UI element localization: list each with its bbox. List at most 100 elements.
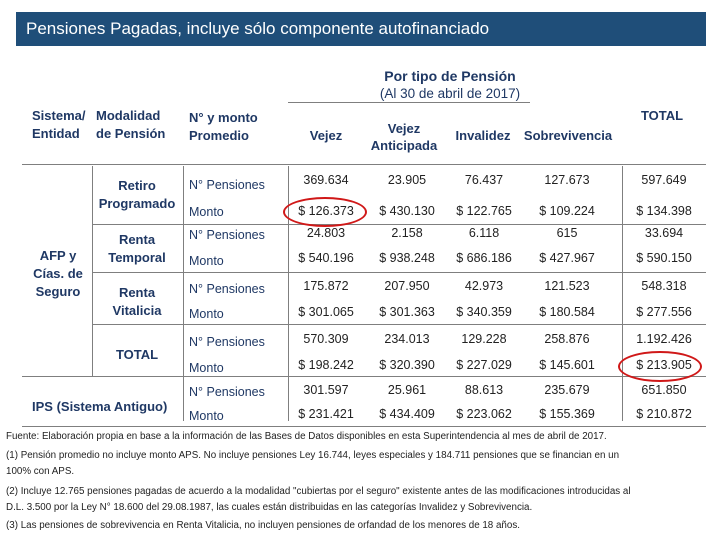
row-label-monto: Monto — [189, 205, 224, 219]
cell-r7-invalidez: 129.228 — [461, 332, 507, 346]
cell-r3-sobrevivencia: 615 — [556, 226, 578, 240]
cell-r4-vejez-anticipada: $ 938.248 — [379, 251, 435, 265]
cell-r5-sobrevivencia: 121.523 — [544, 279, 590, 293]
rule-temporal — [92, 272, 706, 273]
cell-r3-total: 33.694 — [644, 226, 684, 240]
cell-r7-vejez: 570.309 — [303, 332, 349, 346]
cell-r5-invalidez: 42.973 — [464, 279, 504, 293]
modality-temporal-1: Renta — [118, 232, 156, 247]
cell-r9-sobrevivencia: 235.679 — [544, 383, 590, 397]
cell-r10-total: $ 210.872 — [636, 407, 692, 421]
row-label-n: N° Pensiones — [189, 385, 265, 399]
modality-vitalicia-1: Renta — [118, 285, 156, 300]
cell-r6-sobrevivencia: $ 180.584 — [539, 305, 595, 319]
cell-r3-invalidez: 6.118 — [468, 226, 500, 240]
header-total: TOTAL — [640, 108, 684, 123]
row-label-n: N° Pensiones — [189, 178, 265, 192]
cell-r8-sobrevivencia: $ 145.601 — [539, 358, 595, 372]
modality-retiro-1: Retiro — [118, 178, 156, 193]
row-label-monto: Monto — [189, 409, 224, 423]
cell-r8-vejez: $ 198.242 — [298, 358, 354, 372]
group-header-rule — [288, 102, 530, 103]
header-modalidad-1: Modalidad — [96, 108, 161, 123]
divider-sistema — [92, 166, 93, 376]
cell-r6-vejez: $ 301.065 — [298, 305, 354, 319]
group-afp-3: Seguro — [35, 284, 81, 299]
group-ips: IPS (Sistema Antiguo) — [32, 399, 168, 414]
title-bar — [16, 12, 706, 46]
cell-r2-invalidez: $ 122.765 — [456, 204, 512, 218]
header-rule — [22, 164, 706, 165]
header-numero-2: Promedio — [189, 128, 249, 143]
cell-r1-invalidez: 76.437 — [464, 173, 504, 187]
page-title: Pensiones Pagadas, incluye sólo componen… — [26, 19, 490, 38]
modality-temporal-2: Temporal — [108, 250, 166, 265]
cell-r5-vejez-anticipada: 207.950 — [384, 279, 430, 293]
cell-r1-sobrevivencia: 127.673 — [544, 173, 590, 187]
footnote-source: Fuente: Elaboración propia en base a la … — [6, 431, 607, 442]
rule-total — [22, 376, 706, 377]
rule-ips — [22, 426, 706, 427]
rule-retiro — [92, 224, 706, 225]
row-label-monto: Monto — [189, 254, 224, 268]
highlight-circle-total-monto — [618, 351, 702, 382]
footnote-3: (3) Las pensiones de sobrevivencia en Re… — [6, 520, 520, 531]
group-header: Por tipo de Pensión — [384, 68, 516, 84]
header-modalidad-2: de Pensión — [96, 126, 166, 141]
header-vejez-anticipada-2: Anticipada — [370, 138, 438, 153]
row-label-n: N° Pensiones — [189, 282, 265, 296]
header-invalidez: Invalidez — [455, 128, 511, 143]
footnote-1a: (1) Pensión promedio no incluye monto AP… — [6, 450, 620, 461]
cell-r8-vejez-anticipada: $ 320.390 — [379, 358, 435, 372]
divider-numero — [288, 166, 289, 421]
divider-total — [622, 166, 623, 421]
footnote-2a: (2) Incluye 12.765 pensiones pagadas de … — [6, 486, 631, 497]
cell-r4-total: $ 590.150 — [636, 251, 692, 265]
group-afp-1: AFP y — [39, 248, 77, 263]
group-afp-2: Cías. de — [33, 266, 83, 281]
rule-vitalicia — [92, 324, 706, 325]
row-label-monto: Monto — [189, 361, 224, 375]
highlight-circle-retiro-monto — [283, 197, 367, 227]
header-numero-1: N° y monto — [189, 110, 258, 125]
cell-r4-vejez: $ 540.196 — [298, 251, 354, 265]
cell-r9-total: 651.850 — [641, 383, 687, 397]
modality-retiro-2: Programado — [98, 196, 176, 211]
cell-r7-sobrevivencia: 258.876 — [544, 332, 590, 346]
cell-r3-vejez: 24.803 — [306, 226, 346, 240]
cell-r2-vejez-anticipada: $ 430.130 — [379, 204, 435, 218]
cell-r5-vejez: 175.872 — [303, 279, 349, 293]
cell-r3-vejez-anticipada: 2.158 — [391, 226, 423, 240]
modality-total: TOTAL — [115, 347, 159, 362]
cell-r1-vejez: 369.634 — [303, 173, 349, 187]
cell-r2-sobrevivencia: $ 109.224 — [539, 204, 595, 218]
cell-r10-sobrevivencia: $ 155.369 — [539, 407, 595, 421]
header-sistema-1: Sistema/ — [32, 108, 86, 123]
cell-r6-total: $ 277.556 — [636, 305, 692, 319]
cell-r7-vejez-anticipada: 234.013 — [384, 332, 430, 346]
header-sobrevivencia: Sobrevivencia — [523, 128, 613, 143]
cell-r1-vejez-anticipada: 23.905 — [387, 173, 427, 187]
cell-r6-invalidez: $ 340.359 — [456, 305, 512, 319]
row-label-monto: Monto — [189, 307, 224, 321]
cell-r10-invalidez: $ 223.062 — [456, 407, 512, 421]
cell-r10-vejez: $ 231.421 — [298, 407, 354, 421]
cell-r10-vejez-anticipada: $ 434.409 — [379, 407, 435, 421]
title-banner: Pensiones Pagadas, incluye sólo componen… — [0, 0, 720, 58]
header-sistema-2: Entidad — [32, 126, 80, 141]
cell-r4-invalidez: $ 686.186 — [456, 251, 512, 265]
footnote-1b: 100% con APS. — [6, 466, 75, 477]
footnote-2b: D.L. 3.500 por la Ley N° 18.600 del 29.0… — [6, 502, 533, 513]
row-label-n: N° Pensiones — [189, 335, 265, 349]
cell-r5-total: 548.318 — [641, 279, 687, 293]
header-vejez-anticipada-1: Vejez — [387, 121, 421, 136]
divider-modalidad — [183, 166, 184, 421]
cell-r6-vejez-anticipada: $ 301.363 — [379, 305, 435, 319]
cell-r9-vejez: 301.597 — [303, 383, 349, 397]
cell-r4-sobrevivencia: $ 427.967 — [539, 251, 595, 265]
header-vejez: Vejez — [309, 128, 343, 143]
cell-r9-vejez-anticipada: 25.961 — [387, 383, 427, 397]
cell-r8-invalidez: $ 227.029 — [456, 358, 512, 372]
group-header-date: (Al 30 de abril de 2017) — [379, 86, 521, 101]
modality-vitalicia-2: Vitalicia — [112, 303, 162, 318]
